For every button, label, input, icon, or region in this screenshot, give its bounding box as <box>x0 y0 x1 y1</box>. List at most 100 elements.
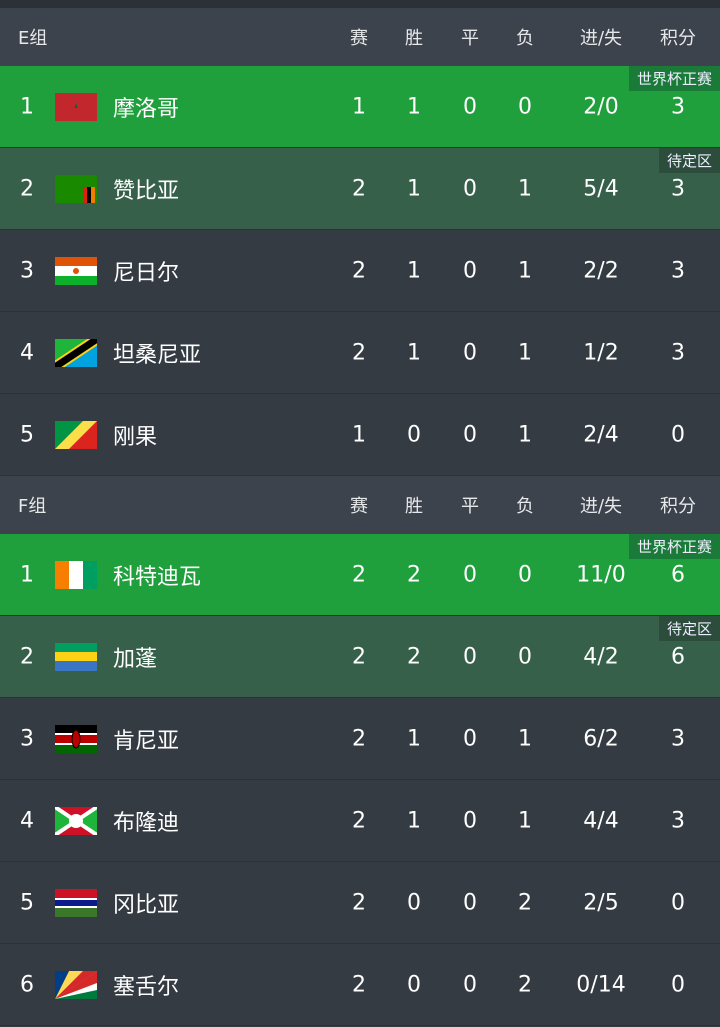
stat-p: 1 <box>352 422 366 447</box>
stat-w: 1 <box>407 176 421 201</box>
team-name[interactable]: 赞比亚 <box>113 178 180 204</box>
team-name[interactable]: 刚果 <box>113 424 158 450</box>
team-row[interactable]: 待定区 2 赞比亚 2 1 0 1 5/4 3 <box>0 148 720 230</box>
stat-gd: 0/14 <box>576 972 626 997</box>
stat-w: 2 <box>407 644 421 669</box>
stat-gd: 4/4 <box>583 808 619 833</box>
stat-w: 1 <box>407 94 421 119</box>
stat-gd: 4/2 <box>583 644 619 669</box>
stat-pts: 3 <box>671 340 685 365</box>
team-row[interactable]: 4 坦桑尼亚 2 1 0 1 1/2 3 <box>0 312 720 394</box>
column-header: 进/失 <box>579 496 623 517</box>
stat-gd: 1/2 <box>583 340 619 365</box>
stat-gd: 5/4 <box>583 176 619 201</box>
stat-l: 0 <box>518 562 532 587</box>
rank: 2 <box>20 644 34 669</box>
stat-w: 1 <box>407 808 421 833</box>
rank: 1 <box>20 94 34 119</box>
column-header: 负 <box>516 28 534 49</box>
seychelles-flag-icon <box>55 970 97 999</box>
stat-w: 0 <box>407 422 421 447</box>
standings: E组赛胜平负进/失 积分 世界杯正赛 1 摩洛哥 1 1 0 0 2/0 3 待定区 2 赞比亚 2 1 0 1 5… <box>0 8 720 1026</box>
stat-l: 1 <box>518 340 532 365</box>
team-row[interactable]: 5 刚果 1 0 0 1 2/4 0 <box>0 394 720 476</box>
column-header: 平 <box>461 496 479 517</box>
column-header: 赛 <box>350 496 368 517</box>
stat-w: 1 <box>407 340 421 365</box>
stat-p: 1 <box>352 94 366 119</box>
status-badge: 世界杯正赛 <box>628 534 720 559</box>
stat-gd: 2/2 <box>583 258 619 283</box>
team-name[interactable]: 冈比亚 <box>113 892 180 918</box>
niger-flag-icon <box>55 256 97 285</box>
column-header: 赛 <box>350 28 368 49</box>
team-row[interactable]: 3 肯尼亚 2 1 0 1 6/2 3 <box>0 698 720 780</box>
team-row[interactable]: 3 尼日尔 2 1 0 1 2/2 3 <box>0 230 720 312</box>
rank: 4 <box>20 808 34 833</box>
stat-d: 0 <box>463 726 477 751</box>
stat-pts: 3 <box>671 176 685 201</box>
stat-w: 0 <box>407 890 421 915</box>
stat-pts: 3 <box>671 94 685 119</box>
congo-flag-icon <box>55 420 97 449</box>
stat-pts: 3 <box>671 808 685 833</box>
status-badge: 待定区 <box>658 616 720 641</box>
stat-d: 0 <box>463 972 477 997</box>
stat-p: 2 <box>352 562 366 587</box>
stat-gd: 11/0 <box>576 562 626 587</box>
team-row[interactable]: 世界杯正赛 1 摩洛哥 1 1 0 0 2/0 3 <box>0 66 720 148</box>
team-name[interactable]: 布隆迪 <box>113 810 180 836</box>
zambia-flag-icon <box>55 174 97 203</box>
rank: 6 <box>20 972 34 997</box>
status-badge: 世界杯正赛 <box>628 66 720 91</box>
burundi-flag-icon <box>55 806 97 835</box>
rank: 4 <box>20 340 34 365</box>
stat-l: 2 <box>518 890 532 915</box>
stat-gd: 2/0 <box>583 94 619 119</box>
stat-d: 0 <box>463 340 477 365</box>
stat-d: 0 <box>463 808 477 833</box>
stat-p: 2 <box>352 972 366 997</box>
team-row[interactable]: 6 塞舌尔 2 0 0 2 0/14 0 <box>0 944 720 1026</box>
team-name[interactable]: 加蓬 <box>113 646 158 672</box>
stat-w: 1 <box>407 726 421 751</box>
team-row[interactable]: 5 冈比亚 2 0 0 2 2/5 0 <box>0 862 720 944</box>
stat-p: 2 <box>352 258 366 283</box>
team-name[interactable]: 坦桑尼亚 <box>113 342 202 368</box>
stat-pts: 0 <box>671 422 685 447</box>
column-header: 胜 <box>405 496 423 517</box>
stat-p: 2 <box>352 340 366 365</box>
stat-gd: 2/4 <box>583 422 619 447</box>
team-name[interactable]: 尼日尔 <box>113 260 180 286</box>
team-name[interactable]: 摩洛哥 <box>113 96 180 122</box>
gambia-flag-icon <box>55 888 97 917</box>
column-header: 负 <box>516 496 534 517</box>
team-row[interactable]: 世界杯正赛 1 科特迪瓦 2 2 0 0 11/0 6 <box>0 534 720 616</box>
stat-d: 0 <box>463 176 477 201</box>
rank: 5 <box>20 890 34 915</box>
team-row[interactable]: 待定区 2 加蓬 2 2 0 0 4/2 6 <box>0 616 720 698</box>
morocco-flag-icon <box>55 92 97 121</box>
stat-l: 1 <box>518 808 532 833</box>
status-badge: 待定区 <box>658 148 720 173</box>
gabon-flag-icon <box>55 642 97 671</box>
column-header: 积分 <box>660 28 696 49</box>
team-name[interactable]: 塞舌尔 <box>113 974 180 1000</box>
stat-d: 0 <box>463 644 477 669</box>
stat-pts: 0 <box>671 890 685 915</box>
stat-w: 1 <box>407 258 421 283</box>
stat-l: 0 <box>518 94 532 119</box>
stat-p: 2 <box>352 644 366 669</box>
stat-l: 1 <box>518 258 532 283</box>
tanzania-flag-icon <box>55 338 97 367</box>
top-strip <box>0 0 720 8</box>
team-name[interactable]: 科特迪瓦 <box>113 564 202 590</box>
stat-gd: 6/2 <box>583 726 619 751</box>
team-name[interactable]: 肯尼亚 <box>113 728 180 754</box>
group-name: E组 <box>18 28 48 49</box>
stat-p: 2 <box>352 176 366 201</box>
rank: 3 <box>20 258 34 283</box>
team-row[interactable]: 4 布隆迪 2 1 0 1 4/4 3 <box>0 780 720 862</box>
group-header: E组 赛 胜 平 负 进/失 积分 <box>0 8 720 66</box>
stat-pts: 0 <box>671 972 685 997</box>
